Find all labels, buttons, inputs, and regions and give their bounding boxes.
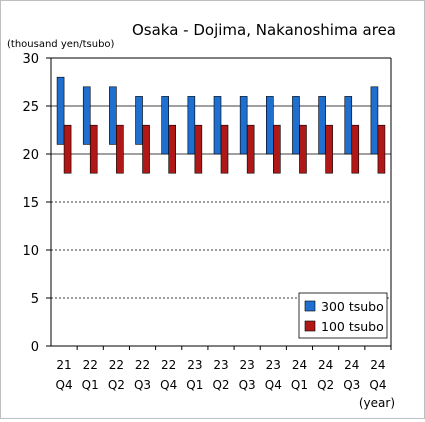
- x-tick-year: 24: [344, 358, 359, 372]
- y-tick-label: 10: [22, 244, 39, 259]
- bar-300-tsubo: [213, 96, 222, 155]
- x-tick-quarter: Q3: [239, 378, 256, 392]
- x-tick-quarter: Q2: [317, 378, 334, 392]
- bar-300-tsubo: [82, 86, 91, 145]
- y-tick-labels: 0 5 10 15 20 25 30: [22, 52, 39, 355]
- y-tick-label: 5: [31, 292, 39, 307]
- x-tick-year: 22: [83, 358, 98, 372]
- bar-100-tsubo: [63, 124, 72, 174]
- y-tick-label: 15: [22, 196, 39, 211]
- legend-swatch: [304, 300, 316, 312]
- bar-300-tsubo: [344, 96, 353, 155]
- bar-100-tsubo: [116, 124, 124, 174]
- bar-100-tsubo: [194, 124, 203, 174]
- legend-label: 300 tsubo: [321, 299, 384, 314]
- x-tick-quarter: Q1: [186, 378, 203, 392]
- x-tick-quarter: Q4: [265, 378, 282, 392]
- bar-300-tsubo: [318, 96, 326, 155]
- x-tick-year: 22: [109, 358, 124, 372]
- x-tick-quarter: Q2: [212, 378, 229, 392]
- y-tick-label: 25: [22, 100, 39, 115]
- y-tick-label: 30: [22, 52, 39, 67]
- y-tick-label: 20: [22, 148, 39, 163]
- bar-100-tsubo: [377, 124, 386, 174]
- x-tick-year: 22: [161, 358, 176, 372]
- x-tick-quarter: Q4: [369, 378, 386, 392]
- legend-swatch: [304, 320, 316, 332]
- bar-300-tsubo: [161, 96, 169, 155]
- x-tick-quarter: Q4: [160, 378, 177, 392]
- x-tick-year: 24: [318, 358, 333, 372]
- bar-300-tsubo: [187, 96, 196, 155]
- x-tick-year: 24: [370, 358, 385, 372]
- x-tick-year: 24: [292, 358, 307, 372]
- gridlines: [51, 57, 391, 299]
- y-axis-unit-label: (thousand yen/tsubo): [7, 39, 115, 50]
- bar-300-tsubo: [292, 96, 300, 155]
- x-axis-label: (year): [359, 396, 395, 410]
- legend-label: 100 tsubo: [321, 319, 384, 334]
- x-tick-year: 22: [135, 358, 150, 372]
- bar-300-tsubo: [56, 76, 65, 145]
- bar-300-tsubo: [239, 96, 248, 155]
- x-tick-quarter: Q2: [108, 378, 125, 392]
- x-tick-year: 23: [240, 358, 255, 372]
- bars: [56, 76, 386, 174]
- x-tick-year: 23: [266, 358, 281, 372]
- bar-300-tsubo: [370, 86, 379, 155]
- bar-100-tsubo: [168, 124, 176, 174]
- x-tick-labels: 21 Q4 22 Q1 22 Q2 22 Q3 22 Q4 23 Q1 23 Q2 23 Q3 23 Q4 24 Q1…: [56, 358, 387, 392]
- x-tick-quarter: Q3: [343, 378, 360, 392]
- chart-title: Osaka - Dojima, Nakanoshima area: [132, 21, 396, 39]
- bar-300-tsubo: [109, 86, 117, 145]
- bar-300-tsubo: [135, 96, 143, 145]
- bar-100-tsubo: [299, 124, 307, 174]
- x-tick-quarter: Q3: [134, 378, 151, 392]
- bar-300-tsubo: [266, 96, 274, 155]
- bar-100-tsubo: [142, 124, 150, 174]
- x-tick-quarter: Q1: [291, 378, 308, 392]
- x-tick-quarter: Q1: [82, 378, 99, 392]
- axes: [46, 57, 392, 350]
- x-tick-year: 23: [187, 358, 202, 372]
- bar-100-tsubo: [220, 124, 229, 174]
- bar-100-tsubo: [325, 124, 333, 174]
- bar-100-tsubo: [273, 124, 281, 174]
- legend: 300 tsubo 100 tsubo: [298, 292, 388, 339]
- bar-100-tsubo: [351, 124, 360, 174]
- bar-100-tsubo: [89, 124, 98, 174]
- x-tick-quarter: Q4: [56, 378, 73, 392]
- x-tick-year: 21: [56, 358, 71, 372]
- x-tick-year: 23: [213, 358, 228, 372]
- y-tick-label: 0: [31, 340, 39, 355]
- bar-100-tsubo: [246, 124, 255, 174]
